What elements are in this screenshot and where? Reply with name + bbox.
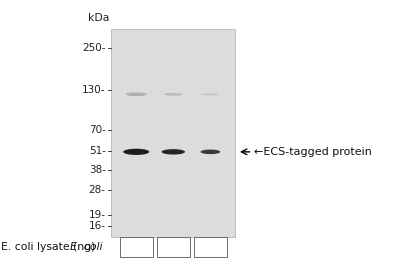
Ellipse shape bbox=[162, 149, 185, 155]
FancyBboxPatch shape bbox=[157, 237, 190, 257]
Ellipse shape bbox=[200, 150, 220, 154]
Text: 51-: 51- bbox=[89, 146, 106, 156]
Ellipse shape bbox=[202, 93, 219, 95]
Text: E. coli lysate (ng): E. coli lysate (ng) bbox=[1, 242, 96, 252]
Text: 19-: 19- bbox=[89, 210, 106, 220]
FancyBboxPatch shape bbox=[194, 237, 227, 257]
Text: 250-: 250- bbox=[82, 43, 106, 52]
Text: 50: 50 bbox=[204, 242, 217, 252]
Ellipse shape bbox=[126, 93, 147, 96]
Text: 200: 200 bbox=[126, 242, 147, 252]
Text: ←ECS-tagged protein: ←ECS-tagged protein bbox=[254, 147, 372, 157]
Text: 130-: 130- bbox=[82, 85, 106, 95]
Text: 28-: 28- bbox=[89, 185, 106, 194]
FancyBboxPatch shape bbox=[112, 29, 235, 237]
Ellipse shape bbox=[164, 93, 182, 96]
Text: kDa: kDa bbox=[88, 13, 110, 23]
Text: 16-: 16- bbox=[89, 221, 106, 231]
FancyBboxPatch shape bbox=[120, 237, 153, 257]
Text: 38-: 38- bbox=[89, 165, 106, 175]
Text: E. coli: E. coli bbox=[70, 242, 106, 252]
Text: 100: 100 bbox=[163, 242, 184, 252]
Text: 70-: 70- bbox=[89, 125, 106, 135]
Ellipse shape bbox=[123, 149, 149, 155]
